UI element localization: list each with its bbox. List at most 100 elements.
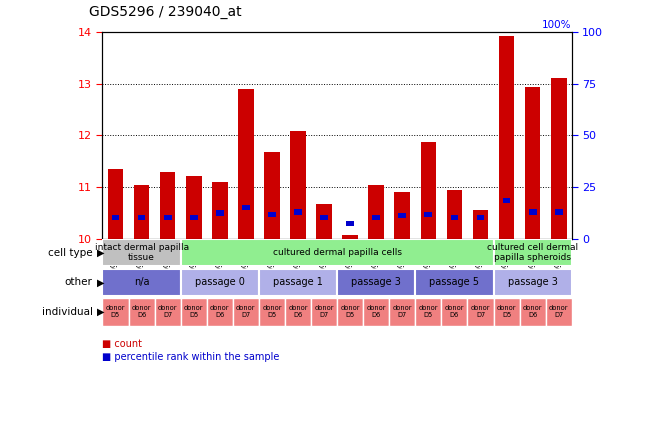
Text: cultured dermal papilla cells: cultured dermal papilla cells bbox=[272, 248, 402, 257]
Text: ▶: ▶ bbox=[97, 248, 104, 258]
Bar bbox=[180, 269, 259, 296]
Bar bbox=[233, 298, 259, 326]
Bar bbox=[473, 211, 488, 239]
Bar bbox=[337, 269, 415, 296]
Text: intact dermal papilla
tissue: intact dermal papilla tissue bbox=[95, 243, 188, 262]
Text: donor
D6: donor D6 bbox=[366, 305, 386, 319]
Bar bbox=[502, 198, 510, 203]
Bar bbox=[290, 131, 306, 239]
Bar bbox=[494, 298, 520, 326]
Bar bbox=[102, 298, 128, 326]
Text: donor
D6: donor D6 bbox=[445, 305, 464, 319]
Bar bbox=[424, 212, 432, 217]
Bar bbox=[102, 239, 180, 266]
Bar bbox=[238, 89, 254, 239]
Bar bbox=[128, 298, 155, 326]
Bar bbox=[112, 214, 120, 220]
Bar bbox=[190, 214, 198, 220]
Text: ■ count: ■ count bbox=[102, 339, 143, 349]
Text: donor
D7: donor D7 bbox=[549, 305, 568, 319]
Bar bbox=[494, 239, 572, 266]
Text: donor
D5: donor D5 bbox=[340, 305, 360, 319]
Bar bbox=[494, 269, 572, 296]
Bar bbox=[259, 269, 337, 296]
Bar bbox=[372, 214, 380, 220]
Text: donor
D7: donor D7 bbox=[393, 305, 412, 319]
Text: donor
D5: donor D5 bbox=[106, 305, 125, 319]
Bar bbox=[216, 211, 223, 216]
Bar bbox=[180, 239, 494, 266]
Bar bbox=[134, 184, 149, 239]
Text: ■ percentile rank within the sample: ■ percentile rank within the sample bbox=[102, 352, 280, 362]
Bar bbox=[186, 176, 202, 239]
Bar bbox=[389, 298, 415, 326]
Bar bbox=[415, 269, 494, 296]
Text: cell type: cell type bbox=[48, 248, 93, 258]
Text: donor
D7: donor D7 bbox=[471, 305, 490, 319]
Text: individual: individual bbox=[42, 307, 93, 317]
Text: donor
D5: donor D5 bbox=[184, 305, 204, 319]
Bar bbox=[451, 214, 458, 220]
Bar bbox=[285, 298, 311, 326]
Bar bbox=[420, 142, 436, 239]
Bar bbox=[499, 36, 514, 239]
Bar bbox=[155, 298, 180, 326]
Bar bbox=[546, 298, 572, 326]
Bar bbox=[520, 298, 546, 326]
Bar bbox=[395, 192, 410, 239]
Text: donor
D7: donor D7 bbox=[315, 305, 334, 319]
Bar bbox=[137, 214, 145, 220]
Bar bbox=[102, 269, 180, 296]
Bar bbox=[164, 214, 172, 220]
Text: passage 0: passage 0 bbox=[195, 277, 245, 287]
Bar bbox=[399, 213, 407, 218]
Bar bbox=[337, 298, 363, 326]
Bar bbox=[368, 184, 384, 239]
Text: passage 3: passage 3 bbox=[508, 277, 558, 287]
Bar bbox=[180, 298, 207, 326]
Text: GDS5296 / 239040_at: GDS5296 / 239040_at bbox=[89, 5, 242, 19]
Text: 100%: 100% bbox=[542, 19, 572, 30]
Bar bbox=[551, 78, 566, 239]
Text: donor
D5: donor D5 bbox=[418, 305, 438, 319]
Text: cultured cell dermal
papilla spheroids: cultured cell dermal papilla spheroids bbox=[487, 243, 578, 262]
Text: donor
D6: donor D6 bbox=[288, 305, 308, 319]
Bar bbox=[555, 209, 563, 214]
Bar bbox=[242, 205, 250, 211]
Bar bbox=[447, 190, 462, 239]
Text: passage 3: passage 3 bbox=[351, 277, 401, 287]
Text: donor
D5: donor D5 bbox=[262, 305, 282, 319]
Text: ▶: ▶ bbox=[97, 307, 104, 317]
Bar bbox=[160, 172, 175, 239]
Bar bbox=[346, 221, 354, 226]
Bar bbox=[415, 298, 442, 326]
Bar bbox=[259, 298, 285, 326]
Text: donor
D5: donor D5 bbox=[497, 305, 516, 319]
Bar bbox=[108, 169, 124, 239]
Bar bbox=[311, 298, 337, 326]
Bar bbox=[294, 209, 302, 214]
Bar bbox=[525, 87, 541, 239]
Bar bbox=[264, 152, 280, 239]
Text: donor
D7: donor D7 bbox=[236, 305, 256, 319]
Text: donor
D6: donor D6 bbox=[523, 305, 543, 319]
Text: n/a: n/a bbox=[134, 277, 149, 287]
Bar bbox=[477, 214, 485, 220]
Bar bbox=[529, 209, 537, 214]
Text: ▶: ▶ bbox=[97, 277, 104, 287]
Text: donor
D6: donor D6 bbox=[210, 305, 229, 319]
Bar bbox=[363, 298, 389, 326]
Text: donor
D6: donor D6 bbox=[132, 305, 151, 319]
Bar bbox=[342, 235, 358, 239]
Bar bbox=[320, 214, 328, 220]
Bar bbox=[212, 182, 227, 239]
Text: passage 1: passage 1 bbox=[273, 277, 323, 287]
Bar bbox=[467, 298, 494, 326]
Text: passage 5: passage 5 bbox=[430, 277, 479, 287]
Text: donor
D7: donor D7 bbox=[158, 305, 177, 319]
Bar bbox=[268, 212, 276, 217]
Text: other: other bbox=[65, 277, 93, 287]
Bar bbox=[316, 204, 332, 239]
Bar bbox=[207, 298, 233, 326]
Bar bbox=[442, 298, 467, 326]
